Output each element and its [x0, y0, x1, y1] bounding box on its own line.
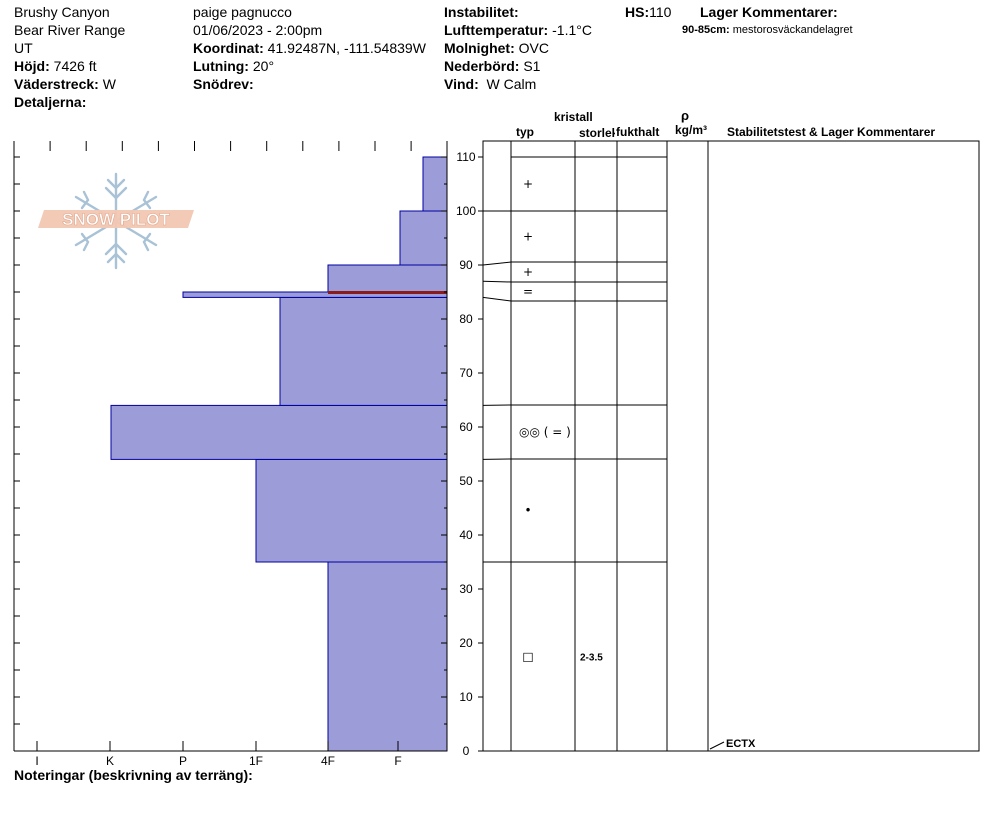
layer-connector [482, 296, 512, 302]
sky-cover-value: OVC [518, 40, 549, 56]
stability-column [707, 140, 980, 752]
depth-tick-label: 50 [459, 474, 473, 488]
density-unit-header: kg/m³ [675, 123, 708, 137]
hardness-bar [399, 210, 448, 266]
wind-value: W Calm [486, 76, 537, 92]
snowflake-icon: SNOW PILOT [38, 172, 194, 270]
snow-height-value: 110 [649, 4, 672, 20]
depth-tick-label: 40 [459, 528, 473, 542]
hardness-bar [422, 156, 448, 212]
sky-cover: Molnighet: OVC [444, 40, 549, 56]
elevation-value: 7426 ft [53, 58, 97, 74]
elevation-label: Höjd: [14, 58, 50, 74]
hardness-tick-label: F [394, 754, 401, 768]
grain-type-symbol: + [523, 230, 533, 244]
coordinates: Koordinat: 41.92487N, -111.54839W [193, 40, 426, 56]
layer-connector [482, 261, 512, 266]
hardness-tick-label: K [106, 754, 114, 768]
wind-label: Vind: [444, 76, 479, 92]
moisture-header: fukthalt [616, 125, 660, 139]
drift-label: Snödrev: [193, 76, 254, 92]
instability-label: Instabilitet: [444, 4, 519, 20]
snow-pilot-logo: SNOW PILOT [38, 172, 194, 270]
depth-tick-label: 80 [459, 312, 473, 326]
depth-tick-label: 110 [456, 150, 475, 164]
hardness-bar [255, 458, 448, 563]
precipitation-value: S1 [523, 58, 541, 74]
grain-type-symbol: ◎◎ ( = ) [519, 425, 571, 439]
coordinates-value: 41.92487N, -111.54839W [267, 40, 426, 56]
wind: Vind: W Calm [444, 76, 536, 92]
aspect-value: W [102, 76, 116, 92]
depth-tick-label: 90 [459, 258, 473, 272]
observer-name: paige pagnucco [193, 4, 292, 20]
layer-comment: 90-85cm: mestorosväckandelagret [682, 24, 853, 36]
precipitation: Nederbörd: S1 [444, 58, 540, 74]
depth-tick-label: 70 [459, 366, 473, 380]
grain-type-symbol: = [523, 285, 533, 299]
crystal-header: kristall [554, 110, 593, 124]
air-temperature-label: Lufttemperatur: [444, 22, 549, 38]
stability-test-pointer [709, 741, 725, 750]
depth-tick-label: 20 [459, 636, 473, 650]
sky-cover-label: Molnighet: [444, 40, 515, 56]
air-temperature: Lufttemperatur: -1.1°C [444, 22, 592, 38]
depth-tick-label: 60 [459, 420, 473, 434]
layer-comment-text: mestorosväckandelagret [732, 24, 853, 36]
details-label: Detaljerna: [14, 94, 87, 110]
grain-type-header: typ [516, 125, 534, 139]
slope: Lutning: 20° [193, 58, 274, 74]
coordinates-label: Koordinat: [193, 40, 264, 56]
precipitation-label: Nederbörd: [444, 58, 520, 74]
density-column [666, 140, 709, 752]
hardness-bar [110, 404, 448, 460]
hardness-bar [327, 264, 448, 293]
layer-connector [482, 280, 512, 283]
slope-label: Lutning: [193, 58, 249, 74]
logo-text: SNOW PILOT [62, 210, 170, 229]
elevation: Höjd: 7426 ft [14, 58, 96, 74]
depth-tick-label: 30 [459, 582, 473, 596]
snow-height: HS:110 [625, 4, 671, 20]
mountain-range: Bear River Range [14, 22, 126, 38]
grain-type-symbol: • [524, 504, 531, 518]
state: UT [14, 40, 33, 56]
grain-size-header: storlek [579, 127, 615, 140]
hardness-bar [279, 296, 448, 406]
snow-height-label: HS: [625, 4, 650, 20]
grain-type-symbol: + [523, 177, 533, 191]
aspect: Väderstreck: W [14, 76, 116, 92]
hardness-tick-label: 4F [321, 754, 335, 768]
depth-tick-label: 10 [459, 690, 473, 704]
hardness-tick-label: I [35, 754, 38, 768]
notes-label: Noteringar (beskrivning av terräng): [14, 767, 253, 783]
location-name: Brushy Canyon [14, 4, 110, 20]
grain-type-symbol: + [523, 265, 533, 279]
depth-tick-label: 0 [463, 744, 470, 758]
depth-tick-label: 100 [456, 204, 476, 218]
layer-comment-depth: 90-85cm: [682, 24, 730, 36]
stability-test-label: ECTX [726, 738, 756, 750]
aspect-label: Väderstreck: [14, 76, 99, 92]
stability-header: Stabilitetstest & Lager Kommentarer [727, 125, 936, 139]
grain-size-label: 2-3.5 [580, 653, 603, 664]
air-temperature-value: -1.1°C [552, 22, 592, 38]
hardness-tick-label: 1F [249, 754, 263, 768]
grain-type-symbol: □ [522, 650, 533, 664]
hardness-tick-label: P [179, 754, 187, 768]
hardness-bar [327, 561, 448, 752]
layer-comments-label: Lager Kommentarer: [700, 4, 838, 20]
slope-value: 20° [252, 58, 275, 74]
density-symbol-header: ρ [681, 108, 690, 123]
observation-datetime: 01/06/2023 - 2:00pm [193, 22, 323, 38]
